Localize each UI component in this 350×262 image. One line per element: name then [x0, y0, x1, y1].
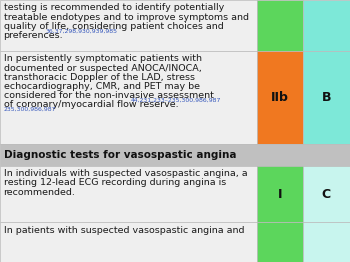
- Bar: [303, 166, 350, 222]
- Bar: [0, 51, 257, 144]
- Bar: [303, 51, 350, 144]
- Text: quality of life, considering patient choices and: quality of life, considering patient cho…: [4, 22, 223, 31]
- Text: In persistently symptomatic patients with: In persistently symptomatic patients wit…: [4, 54, 202, 63]
- Text: I: I: [278, 188, 282, 200]
- Bar: [257, 222, 303, 262]
- Text: 44,231,233–235,300,986,987: 44,231,233–235,300,986,987: [131, 98, 221, 103]
- Bar: [0, 0, 257, 51]
- Text: 235,300,986,987: 235,300,986,987: [4, 107, 56, 112]
- Text: In individuals with suspected vasospastic angina, a: In individuals with suspected vasospasti…: [4, 169, 247, 178]
- Text: Diagnostic tests for vasospastic angina: Diagnostic tests for vasospastic angina: [4, 150, 237, 160]
- Bar: [303, 0, 350, 51]
- Bar: [0, 222, 257, 262]
- Text: treatable endotypes and to improve symptoms and: treatable endotypes and to improve sympt…: [4, 13, 248, 21]
- Bar: [303, 222, 350, 262]
- Text: considered for the non-invasive assessment: considered for the non-invasive assessme…: [4, 91, 214, 100]
- Text: echocardiography, CMR, and PET may be: echocardiography, CMR, and PET may be: [4, 82, 199, 91]
- Bar: [0, 144, 350, 166]
- Text: testing is recommended to identify potentially: testing is recommended to identify poten…: [4, 3, 224, 12]
- Text: B: B: [322, 91, 331, 104]
- Text: resting 12-lead ECG recording during angina is: resting 12-lead ECG recording during ang…: [4, 178, 226, 187]
- Bar: [257, 51, 303, 144]
- Text: transthoracic Doppler of the LAD, stress: transthoracic Doppler of the LAD, stress: [4, 73, 195, 82]
- Text: In patients with suspected vasospastic angina and: In patients with suspected vasospastic a…: [4, 226, 244, 234]
- Text: recommended.: recommended.: [4, 188, 75, 196]
- Text: 36,37,298,930,939,985: 36,37,298,930,939,985: [46, 28, 118, 33]
- Text: documented or suspected ANOCA/INOCA,: documented or suspected ANOCA/INOCA,: [4, 64, 201, 73]
- Text: preferences.: preferences.: [4, 31, 63, 40]
- Text: of coronary/myocardial flow reserve.: of coronary/myocardial flow reserve.: [4, 100, 178, 110]
- Text: C: C: [322, 188, 331, 200]
- Bar: [0, 166, 257, 222]
- Bar: [257, 0, 303, 51]
- Text: IIb: IIb: [271, 91, 289, 104]
- Bar: [257, 166, 303, 222]
